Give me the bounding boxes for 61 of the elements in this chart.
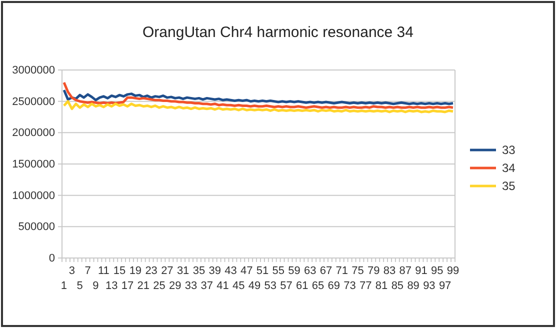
x-tick-label: 67 [320, 265, 332, 277]
x-tick-label: 5 [76, 280, 83, 292]
x-tick-label: 29 [169, 280, 182, 292]
x-tick-label: 17 [121, 280, 134, 292]
y-tick-label: 2000000 [12, 127, 55, 140]
x-tick-label: 31 [176, 265, 190, 277]
x-tick-label: 21 [137, 280, 150, 292]
x-tick-label: 83 [383, 265, 396, 277]
legend-label: 33 [502, 143, 516, 157]
x-tick-label: 49 [248, 280, 261, 292]
chart-title: OrangUtan Chr4 harmonic resonance 34 [142, 24, 414, 41]
x-tick-label: 3 [68, 265, 75, 277]
legend-label: 34 [502, 161, 516, 175]
x-tick-label: 89 [407, 280, 420, 292]
x-tick-label: 99 [446, 265, 460, 277]
y-tick-label: 500000 [18, 221, 55, 234]
x-tick-label: 39 [208, 265, 221, 277]
x-tick-label: 77 [360, 280, 372, 292]
y-tick-label: 1500000 [12, 158, 55, 171]
x-tick-label: 87 [399, 265, 412, 277]
x-tick-label: 95 [431, 265, 444, 277]
x-tick-label: 55 [272, 265, 284, 277]
x-tick-label: 61 [296, 280, 308, 292]
x-tick-label: 73 [344, 280, 356, 292]
legend-label: 35 [502, 179, 516, 193]
x-tick-label: 15 [113, 265, 126, 277]
x-tick-label: 25 [153, 280, 166, 292]
x-tick-label: 51 [256, 265, 269, 277]
y-tick-label: 2500000 [12, 96, 55, 108]
x-tick-label: 33 [184, 280, 198, 292]
x-tick-label: 71 [336, 265, 348, 277]
x-tick-label: 75 [352, 265, 364, 277]
x-tick-label: 43 [224, 265, 237, 277]
x-tick-label: 47 [240, 265, 253, 277]
x-tick-label: 97 [438, 280, 452, 292]
x-tick-label: 79 [367, 265, 380, 277]
y-tick-label: 0 [48, 252, 55, 265]
y-tick-label: 1000000 [12, 190, 55, 202]
x-tick-label: 53 [264, 280, 277, 292]
x-tick-label: 9 [92, 280, 99, 292]
x-tick-label: 19 [129, 265, 142, 277]
x-tick-label: 41 [216, 280, 229, 292]
x-tick-label: 27 [161, 265, 174, 277]
x-tick-label: 23 [145, 265, 158, 277]
x-tick-label: 63 [304, 265, 316, 277]
x-tick-label: 85 [391, 280, 404, 292]
x-tick-label: 13 [105, 280, 118, 292]
x-tick-label: 59 [288, 265, 300, 277]
x-tick-label: 37 [200, 280, 214, 292]
x-tick-label: 7 [84, 265, 91, 277]
x-tick-label: 69 [328, 280, 340, 292]
x-tick-label: 93 [423, 280, 436, 292]
x-tick-label: 91 [415, 265, 428, 277]
x-tick-label: 1 [60, 280, 68, 292]
x-tick-label: 35 [192, 265, 206, 277]
y-tick-label: 3000000 [12, 64, 55, 77]
x-tick-label: 65 [312, 280, 324, 292]
x-tick-label: 45 [232, 280, 245, 292]
x-tick-label: 81 [375, 280, 388, 292]
x-tick-label: 57 [280, 280, 292, 292]
x-tick-label: 11 [98, 265, 110, 277]
